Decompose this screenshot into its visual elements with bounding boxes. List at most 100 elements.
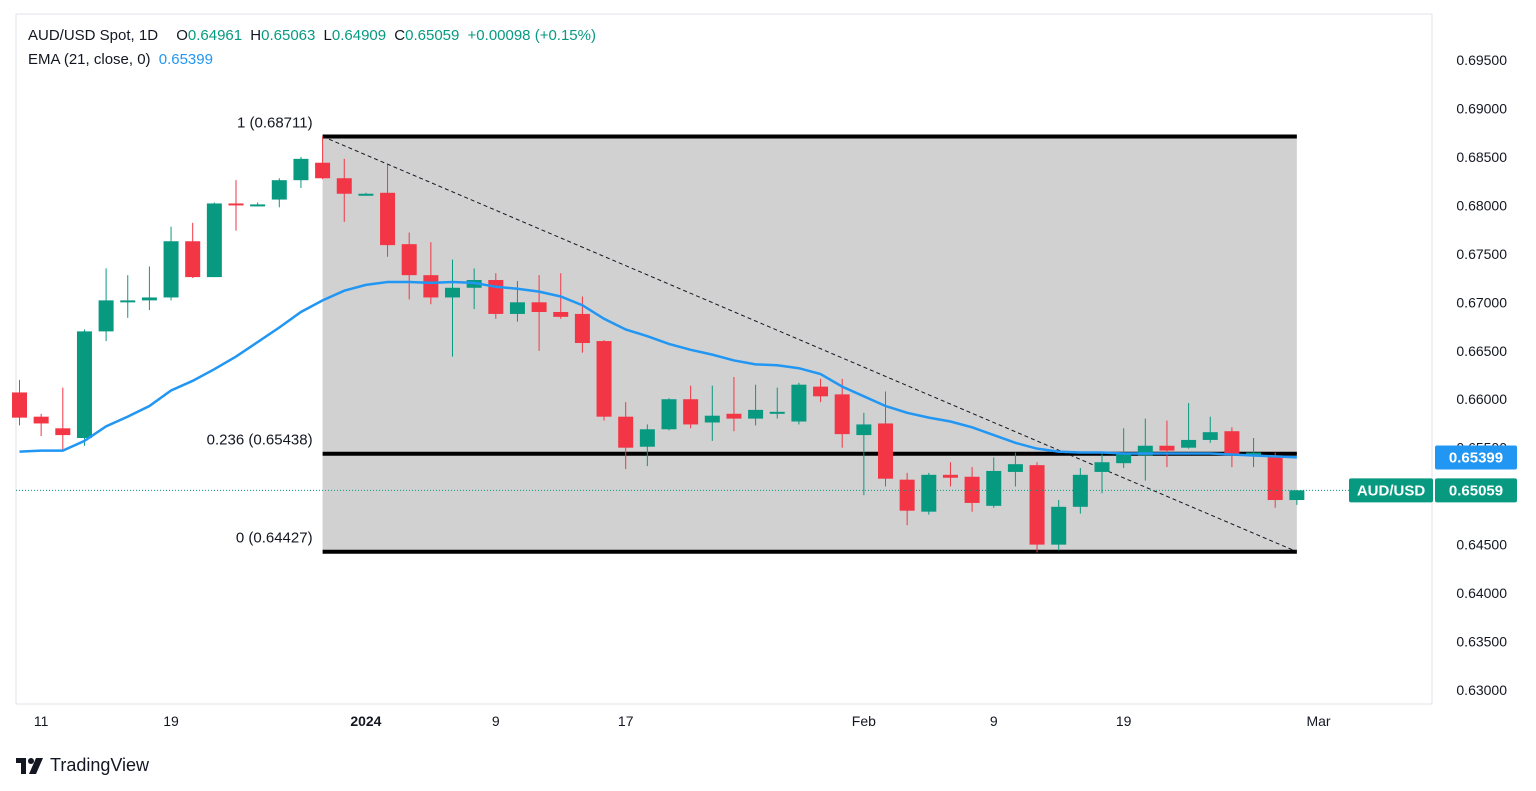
candle-body — [748, 409, 764, 419]
y-tick-label: 0.69500 — [1456, 52, 1507, 68]
candle-body — [726, 413, 742, 419]
fib-level-label: 0 (0.64427) — [236, 530, 313, 547]
x-tick-label: 11 — [34, 713, 49, 729]
candle-body — [1137, 445, 1153, 456]
y-tick-label: 0.68000 — [1456, 197, 1507, 213]
candle-body — [791, 384, 807, 422]
x-tick-label: 9 — [990, 713, 998, 729]
candle-body — [899, 479, 915, 511]
candle-body — [878, 423, 893, 479]
ema-price-tag — [1435, 445, 1517, 470]
candle-body — [1267, 455, 1283, 501]
candle-body — [921, 474, 937, 512]
high-value: 0.65063 — [261, 27, 316, 44]
candle-body — [250, 204, 266, 207]
candle-body — [358, 193, 374, 196]
tradingview-name: TradingView — [50, 755, 150, 775]
candle-body — [12, 392, 27, 418]
candle-body — [856, 424, 872, 436]
tradingview-logo-icon — [16, 757, 43, 774]
candle-body — [315, 162, 331, 179]
y-tick-label: 0.64000 — [1456, 585, 1507, 601]
candle-body — [574, 313, 590, 344]
candle-body — [964, 476, 980, 503]
candle-body — [1246, 452, 1262, 456]
low-value: 0.64909 — [331, 27, 387, 44]
candle-body — [1051, 506, 1067, 545]
candle-body — [1094, 462, 1110, 472]
candle-body — [1224, 431, 1240, 456]
close-value: 0.65059 — [405, 27, 460, 44]
fib-level-label: 1 (0.68711) — [237, 114, 313, 131]
candle-body — [76, 331, 92, 438]
candle-body — [185, 241, 201, 278]
candle-body — [834, 394, 850, 435]
y-tick-label: 0.67500 — [1456, 246, 1507, 262]
candle-body — [1116, 452, 1132, 464]
fib-level-label: 0.236 (0.65438) — [207, 432, 313, 449]
price-axis: 0.69500 0.69000 0.68500 0.68000 0.67500 0.670… — [1456, 52, 1507, 698]
x-tick-label: 19 — [1116, 713, 1132, 729]
candle-body — [120, 300, 136, 303]
symbol-label[interactable]: AUD/USD Spot, 1D — [28, 27, 159, 44]
candle-body — [380, 192, 396, 246]
candle-body — [942, 474, 958, 478]
candle-body — [769, 411, 785, 414]
y-tick-label: 0.63000 — [1456, 682, 1507, 698]
y-tick-label: 0.66000 — [1456, 391, 1507, 407]
candle-body — [401, 244, 417, 276]
y-tick-label: 0.67000 — [1456, 294, 1507, 310]
candle-body — [1072, 474, 1088, 507]
grid — [15, 13, 1433, 705]
symbol-tag — [1349, 478, 1433, 503]
candle-body — [33, 416, 49, 424]
high-label: H — [250, 27, 262, 44]
candlestick-series — [12, 136, 1305, 553]
candle-body — [509, 302, 525, 314]
candle-body — [488, 280, 504, 314]
candle-body — [639, 429, 655, 447]
candle-body — [336, 178, 352, 194]
fib-zone — [322, 136, 1297, 552]
candle-body — [141, 297, 157, 301]
ohlc-legend: AUD/USD Spot, 1D O0.64961 H0.65063 L0.64… — [28, 27, 600, 44]
candle-body — [98, 300, 114, 332]
candle-body — [293, 158, 309, 181]
candle-body — [683, 399, 699, 425]
candle-body — [1029, 465, 1045, 545]
candle-body — [1159, 445, 1175, 451]
ema-line — [19, 280, 1297, 459]
low-label: L — [323, 27, 332, 44]
candle-body — [531, 302, 547, 312]
open-label: O — [176, 27, 188, 44]
ema-label: EMA (21, close, 0) — [28, 51, 151, 68]
candle-body — [1202, 432, 1218, 440]
candle-body — [661, 399, 677, 430]
x-tick-label: 19 — [163, 713, 179, 729]
y-tick-label: 0.68500 — [1456, 149, 1507, 165]
candle-body — [1181, 439, 1197, 448]
candle-body — [55, 428, 71, 436]
ema-value: 0.65399 — [158, 51, 213, 68]
candle-body — [1007, 464, 1023, 472]
x-tick-label: 9 — [492, 713, 500, 729]
candle-body — [445, 287, 460, 298]
candle-body — [596, 341, 612, 417]
last-price-text: 0.65059 — [1449, 482, 1503, 499]
symbol-tag-text: AUD/USD — [1357, 482, 1426, 499]
ema-legend[interactable]: EMA (21, close, 0) 0.65399 — [28, 51, 217, 68]
tradingview-brand[interactable]: TradingView — [16, 755, 149, 776]
candle-body — [1289, 490, 1305, 501]
time-axis: 11 19 2024 9 17 Feb 9 19 Mar — [34, 713, 1331, 729]
x-tick-label: 17 — [618, 713, 634, 729]
fibonacci-retracement: 1 (0.68711) 0.236 (0.65438) 0 (0.64427) — [207, 114, 1298, 554]
y-tick-label: 0.64500 — [1456, 537, 1507, 553]
x-tick-label: Mar — [1306, 713, 1330, 729]
x-tick-label: 2024 — [350, 713, 381, 729]
candle-body — [423, 275, 439, 298]
price-labels: 0.65399 AUD/USD 0.65059 — [16, 445, 1517, 503]
open-value: 0.64961 — [187, 27, 243, 44]
candle-body — [206, 203, 222, 278]
y-tick-label: 0.66500 — [1456, 343, 1507, 359]
